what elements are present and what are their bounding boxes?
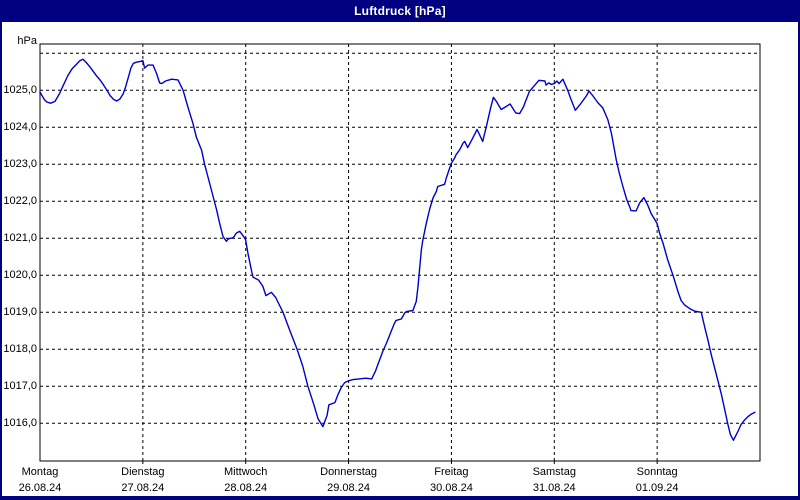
y-axis-tick-label: 1022,0 <box>3 195 37 208</box>
x-axis-weekday-label: Montag <box>21 466 59 478</box>
x-axis-date-label: 29.08.24 <box>327 482 370 494</box>
window-border-right <box>798 0 800 500</box>
chart-title: Luftdruck [hPa] <box>354 4 446 18</box>
x-axis-weekday-label: Mittwoch <box>224 466 268 478</box>
x-axis-date-label: 28.08.24 <box>224 482 268 494</box>
y-axis-tick-label: 1016,0 <box>3 417 37 430</box>
plot-border <box>39 43 761 462</box>
y-axis-unit-label: hPa <box>17 35 37 47</box>
x-axis-date-label: 26.08.24 <box>18 482 62 494</box>
y-axis-tick-label: 1019,0 <box>3 306 37 319</box>
x-axis-date-label: 01.09.24 <box>635 482 679 494</box>
y-axis-tick-label: 1025,0 <box>3 84 37 97</box>
x-axis-weekday-label: Freitag <box>434 466 469 478</box>
x-axis-weekday-label: Samstag <box>532 466 576 478</box>
x-axis-weekday-label: Dienstag <box>121 466 165 478</box>
x-axis-date-label: 31.08.24 <box>532 482 576 494</box>
x-axis-date-label: 30.08.24 <box>430 482 473 494</box>
x-axis-weekday-label: Sonntag <box>636 466 678 478</box>
x-axis-date-label: 27.08.24 <box>121 482 165 494</box>
x-axis-weekday-label: Donnerstag <box>320 466 377 478</box>
y-axis-tick-label: 1017,0 <box>3 380 37 393</box>
title-bar: Luftdruck [hPa] <box>0 0 800 22</box>
y-axis-tick-label: 1021,0 <box>3 232 37 245</box>
y-axis-tick-label: 1020,0 <box>3 269 37 282</box>
window-border-bottom <box>0 496 800 500</box>
pressure-curve <box>39 58 756 441</box>
y-axis-tick-label: 1024,0 <box>3 121 37 134</box>
y-axis-tick-label: 1023,0 <box>3 158 37 171</box>
window-border-left <box>0 0 2 500</box>
y-axis-tick-label: 1018,0 <box>3 343 37 356</box>
